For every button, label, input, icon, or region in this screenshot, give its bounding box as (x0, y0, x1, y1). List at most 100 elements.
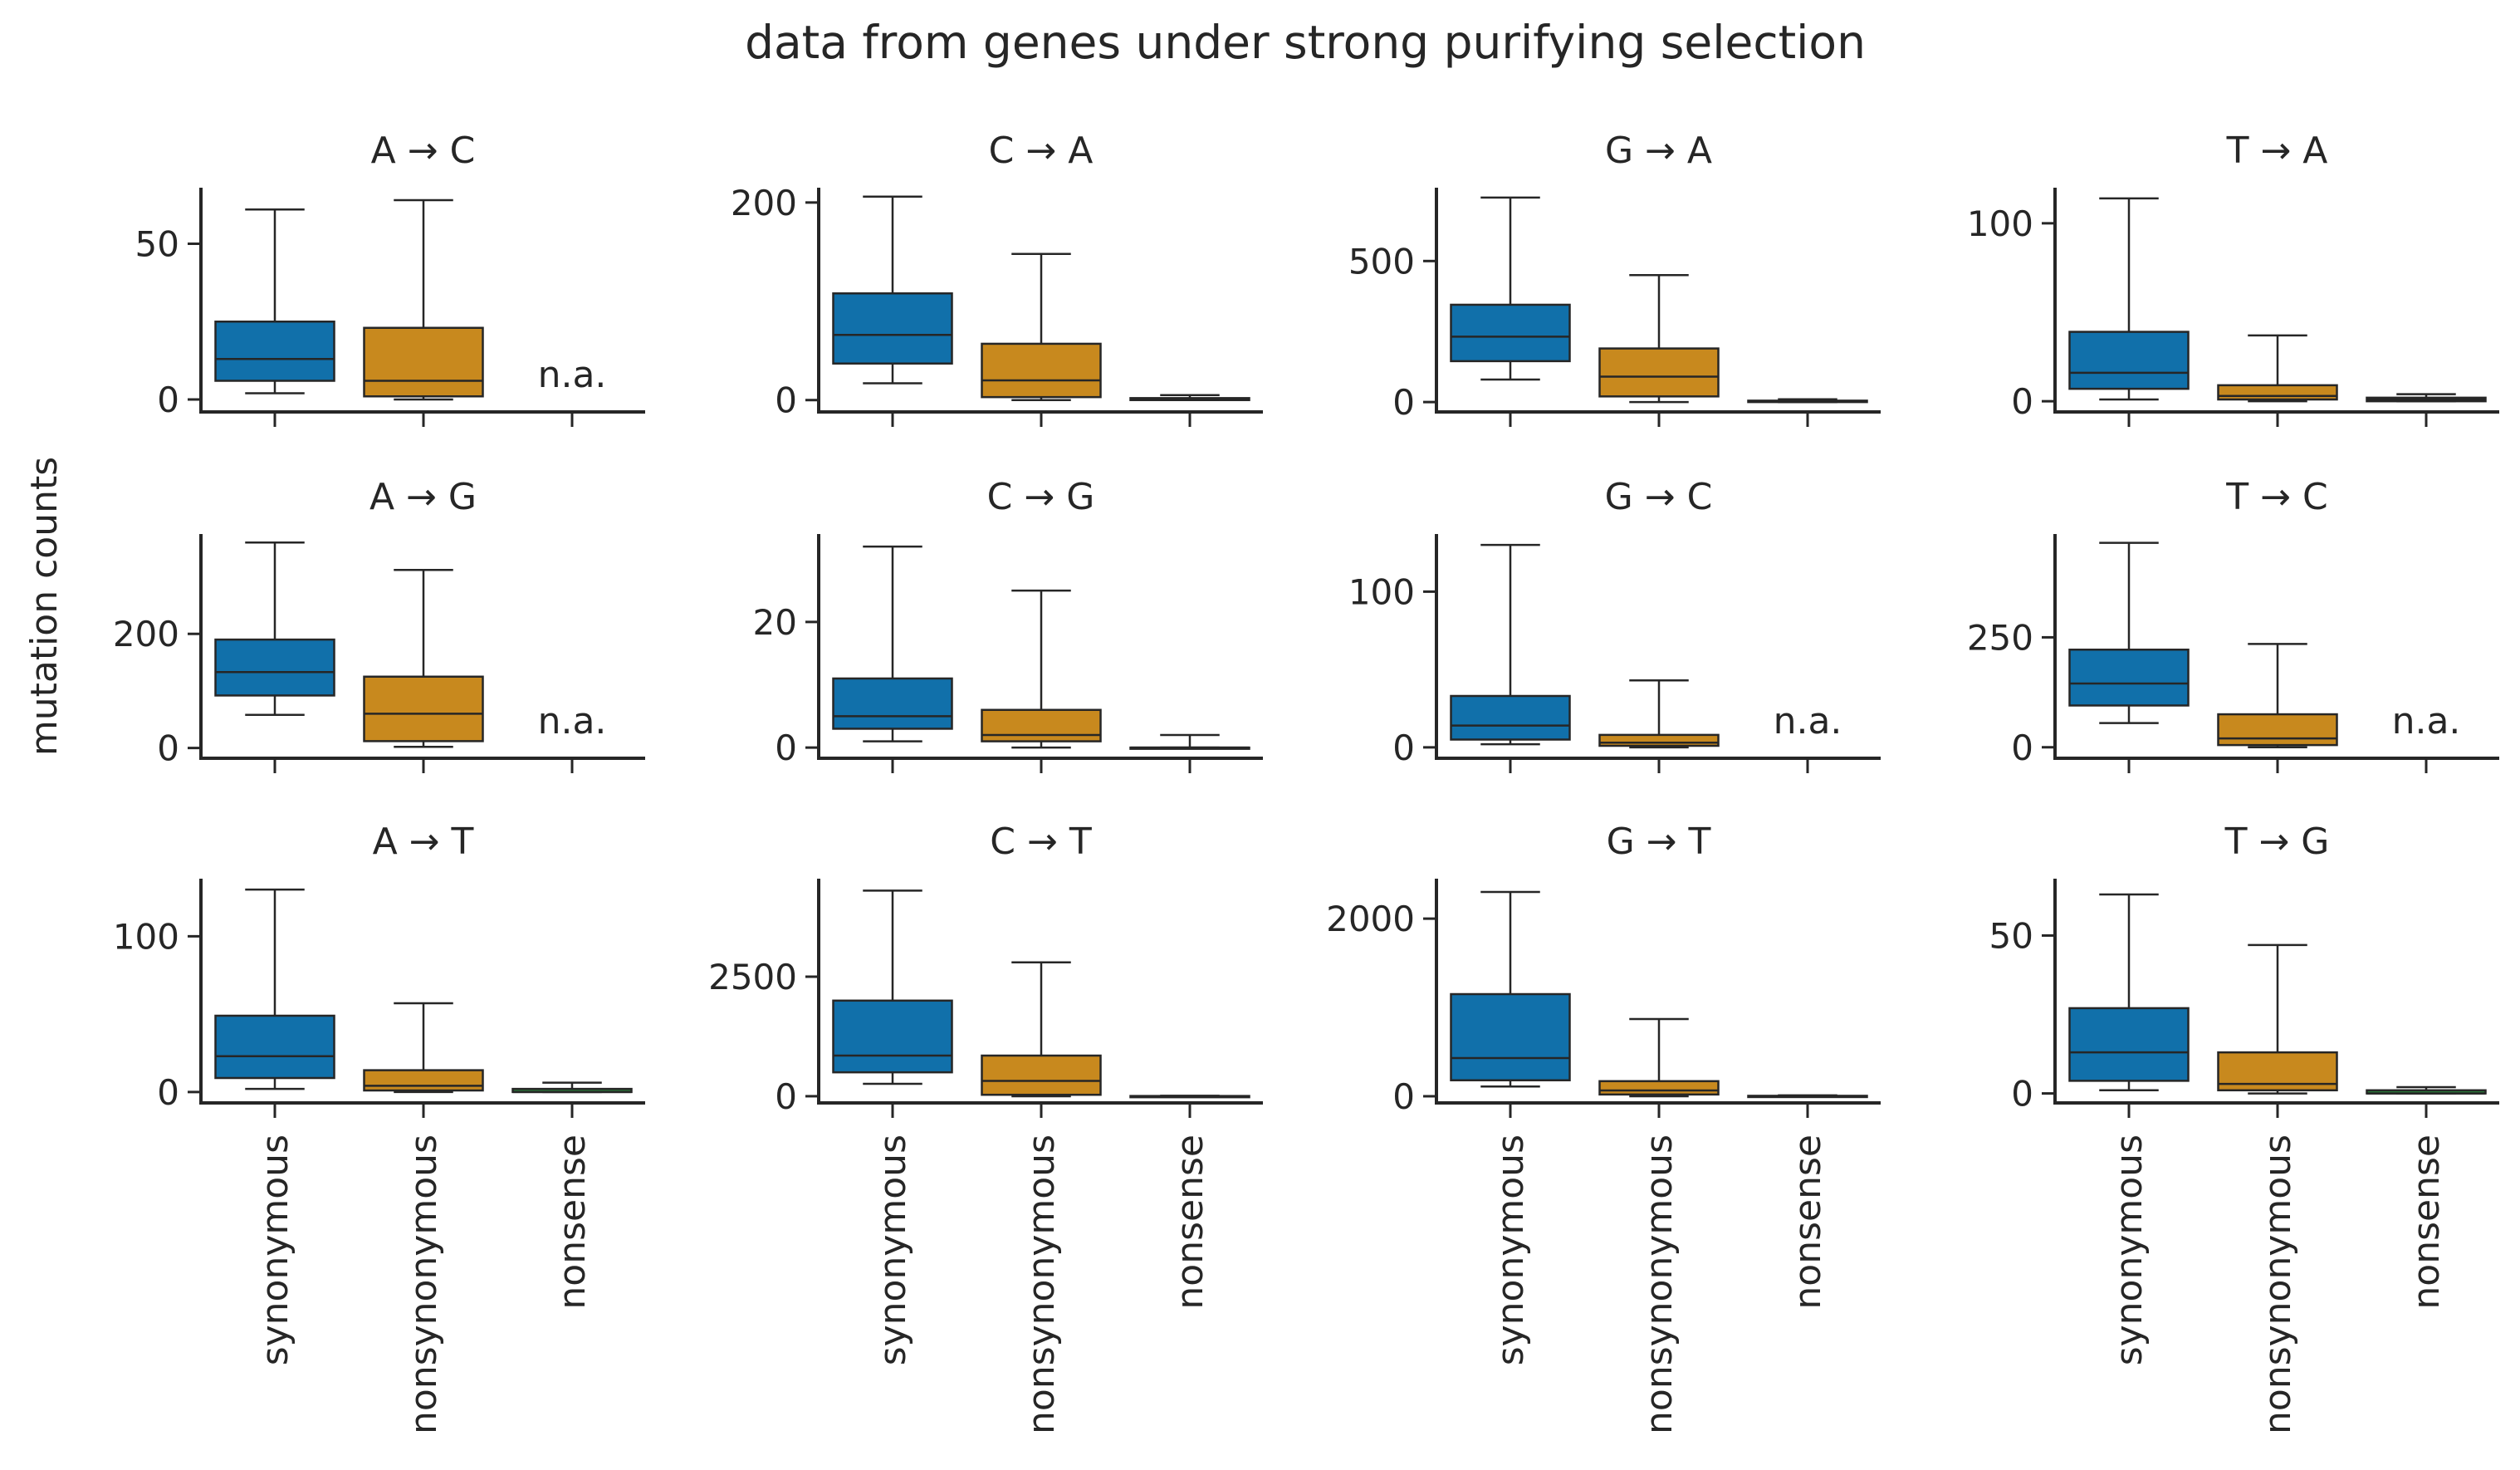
panel-10-ytick-label: 2500 (708, 957, 797, 997)
panel-8-na-label: n.a. (2392, 700, 2461, 742)
iqr-box (832, 677, 953, 730)
panel-7-ytick-label: 100 (1348, 571, 1415, 612)
panel-4: T → A 0 100 (1967, 130, 2499, 427)
y-axis-label: mutation counts (23, 457, 66, 756)
iqr-box (1450, 303, 1571, 363)
iqr-box (214, 1014, 335, 1080)
iqr-box (363, 675, 484, 742)
iqr-box (214, 638, 335, 697)
panel-12-xtick-label: nonsynonymous (2257, 1134, 2299, 1434)
panel-9: A → T 0 100 synonymous nonsynonymous nonsense (113, 821, 645, 1434)
iqr-box (1450, 992, 1571, 1081)
panel-12-box-nonsynonymous (2217, 943, 2338, 1095)
panel-7-na-label: n.a. (1774, 700, 1842, 742)
panel-10-ytick-label: 0 (775, 1076, 797, 1117)
iqr-box (1598, 733, 1720, 747)
panel-10-box-nonsynonymous (981, 961, 1102, 1098)
panel-6: C → G 0 20 (753, 476, 1263, 773)
iqr-box (1450, 694, 1571, 741)
panel-1-ytick-label: 0 (157, 380, 179, 420)
panel-10-xtick-label: synonymous (872, 1134, 914, 1365)
panel-2-ytick-label: 0 (775, 380, 797, 421)
panel-10: C → T 0 2500 synonymous nonsynonymous nonsens… (708, 821, 1263, 1434)
panel-6-ytick-label: 0 (775, 728, 797, 768)
panel-6-box-synonymous (832, 545, 953, 742)
panel-7-ytick-label: 0 (1392, 728, 1415, 768)
panel-2-box-synonymous (832, 195, 953, 385)
panel-9-xtick-label: synonymous (254, 1134, 296, 1365)
iqr-box (2068, 331, 2190, 390)
iqr-box (981, 708, 1102, 742)
iqr-box (2217, 384, 2338, 401)
figure-title: data from genes under strong purifying s… (745, 16, 1866, 69)
panel-11-xtick-label: nonsynonymous (1638, 1134, 1681, 1434)
panel-1-na-label: n.a. (538, 354, 607, 396)
panel-7-box-synonymous (1450, 543, 1571, 746)
panel-11: G → T 0 2000 synonymous nonsynonymous nonsens… (1326, 821, 1881, 1434)
panel-9-ytick-label: 0 (157, 1072, 179, 1113)
panel-10-box-synonymous (832, 889, 953, 1085)
panel-6-ytick-label: 20 (753, 602, 797, 643)
panel-9-title: A → T (373, 821, 474, 863)
panel-8-box-synonymous (2068, 541, 2190, 724)
panel-12-title: T → G (2224, 821, 2330, 863)
panel-2-box-nonsynonymous (981, 252, 1102, 401)
panel-4-ytick-label: 100 (1967, 203, 2033, 244)
panel-3-box-nonsynonymous (1598, 274, 1720, 404)
panel-3-ytick-label: 500 (1348, 241, 1415, 282)
panel-1-box-synonymous (214, 208, 335, 394)
panel-5-box-nonsynonymous (363, 569, 484, 748)
panel-11-title: G → T (1607, 821, 1711, 863)
iqr-box (832, 999, 953, 1074)
iqr-box (214, 321, 335, 382)
iqr-box (363, 1069, 484, 1092)
panel-3-box-nonsense (1747, 398, 1868, 404)
panel-10-box-nonsense (1129, 1095, 1250, 1099)
iqr-box (981, 1054, 1102, 1096)
panel-12-ytick-label: 50 (1989, 915, 2033, 956)
panel-4-ytick-label: 0 (2011, 381, 2033, 422)
panel-4-box-nonsense (2366, 393, 2487, 403)
panel-12: T → G 0 50 synonymous nonsynonymous nonsense (1989, 821, 2499, 1434)
panel-7-box-nonsynonymous (1598, 679, 1720, 749)
panel-7: G → C 0 100 n.a. (1348, 476, 1881, 773)
panel-8-ytick-label: 250 (1967, 617, 2033, 658)
panel-5-ytick-label: 0 (157, 728, 179, 769)
panel-9-box-nonsense (511, 1081, 633, 1094)
panel-11-ytick-label: 0 (1392, 1076, 1415, 1117)
panel-7-title: G → C (1605, 476, 1713, 518)
iqr-box (2068, 648, 2190, 707)
panel-5-ytick-label: 200 (113, 614, 179, 654)
iqr-box (1598, 347, 1720, 398)
panel-2-box-nonsense (1129, 394, 1250, 401)
panel-12-ytick-label: 0 (2011, 1074, 2033, 1115)
iqr-box (363, 326, 484, 398)
panel-10-xtick-label: nonsense (1169, 1134, 1211, 1310)
iqr-box (2068, 1007, 2190, 1082)
panel-12-xtick-label: synonymous (2108, 1134, 2151, 1365)
panel-9-xtick-label: nonsense (551, 1134, 594, 1310)
panel-2: C → A 0 200 (731, 130, 1263, 427)
panel-12-xtick-label: nonsense (2405, 1134, 2448, 1310)
panel-4-title: T → A (2226, 130, 2328, 172)
panel-8-box-nonsynonymous (2217, 643, 2338, 749)
panel-9-ytick-label: 100 (113, 916, 179, 957)
panel-11-xtick-label: nonsense (1787, 1134, 1829, 1310)
panel-5-title: A → G (369, 476, 477, 518)
panel-9-box-nonsynonymous (363, 1002, 484, 1094)
iqr-box (981, 342, 1102, 399)
panel-2-title: C → A (989, 130, 1094, 172)
panel-3-box-synonymous (1450, 196, 1571, 381)
panel-11-box-nonsynonymous (1598, 1017, 1720, 1098)
panel-5: A → G 0 200 n.a. (113, 476, 645, 773)
panel-6-box-nonsense (1129, 733, 1250, 750)
panel-1-ytick-label: 50 (135, 224, 179, 265)
iqr-box (832, 292, 953, 365)
panel-1-box-nonsynonymous (363, 198, 484, 401)
panel-3-title: G → A (1605, 130, 1712, 172)
panel-6-title: C → G (987, 476, 1095, 518)
panel-12-box-nonsense (2366, 1085, 2487, 1095)
panel-5-box-synonymous (214, 541, 335, 717)
